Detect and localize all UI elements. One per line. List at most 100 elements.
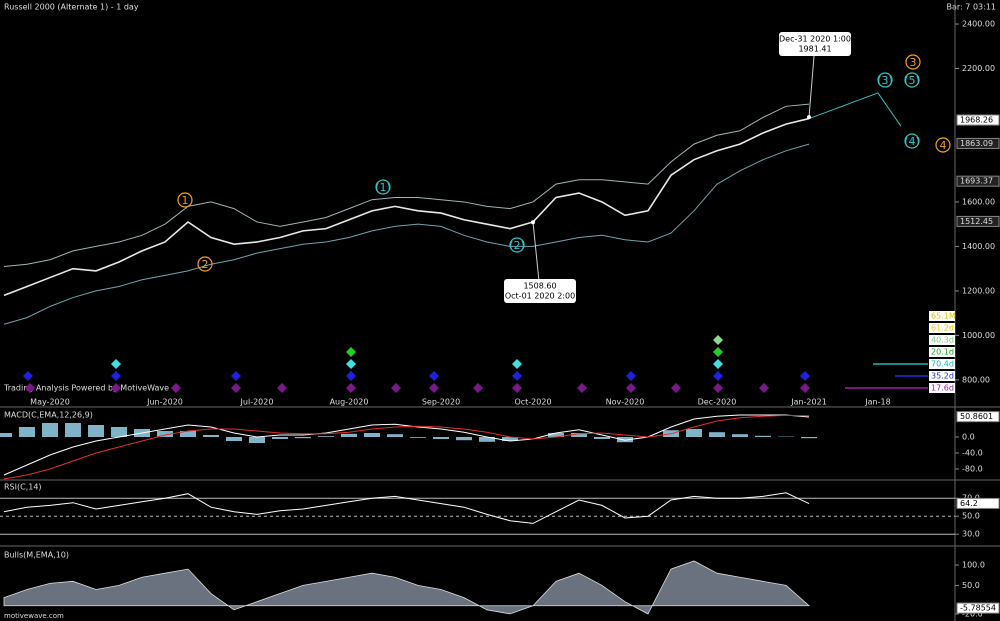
panel-title: MACD(C,EMA,12,26,9) — [4, 411, 93, 420]
cycle-label: 17.6d — [931, 384, 954, 393]
y-tick-label: -20.0 — [962, 609, 983, 618]
cycle-diamond — [277, 383, 287, 393]
histogram-bar — [479, 437, 495, 442]
cycle-box — [929, 323, 955, 333]
histogram-bar — [410, 437, 426, 438]
cycle-diamond — [429, 383, 439, 393]
histogram-bar — [318, 436, 334, 437]
y-tick-label: 2400.00 — [962, 20, 995, 29]
panel-title: RSI(C,14) — [4, 483, 42, 492]
histogram-bar — [755, 435, 771, 437]
cycle-label: 40.3d — [931, 336, 954, 345]
wave-label: 1 — [182, 194, 189, 207]
cycle-diamond — [759, 383, 769, 393]
callout-line — [808, 43, 816, 118]
panel-title: Bulls(M,EMA,10) — [4, 551, 69, 560]
cycle-diamond — [671, 383, 681, 393]
cycle-diamond — [577, 383, 587, 393]
histogram-bar — [111, 427, 127, 437]
line — [3, 414, 810, 480]
wave-circle — [509, 237, 525, 253]
cycle-diamond — [713, 383, 723, 393]
cycle-diamond — [346, 383, 356, 393]
panel: Bulls(M,EMA,10) 100.0 50.0 -20.0-5.78554 — [3, 551, 1000, 618]
histogram-bar — [272, 437, 288, 439]
line — [3, 117, 810, 297]
wave-circle — [904, 72, 920, 88]
cycle-diamond — [111, 371, 121, 381]
histogram-bar — [226, 437, 242, 441]
histogram-bar — [548, 433, 564, 437]
histogram-bar — [594, 437, 610, 439]
cycle-diamond — [473, 383, 483, 393]
wave-circle — [375, 179, 391, 195]
price-marker-label: 1968.26 — [960, 116, 993, 125]
callout-point — [531, 220, 535, 225]
histogram-bar — [433, 437, 449, 439]
line — [3, 103, 810, 267]
chart-title: Russell 2000 (Alternate 1) - 1 day — [4, 3, 139, 12]
cycle-box — [929, 335, 955, 345]
histogram-bar — [65, 423, 81, 437]
bar-info: Bar: 7 03:11 — [947, 3, 996, 12]
cycle-box — [929, 359, 955, 369]
price-marker — [956, 215, 1000, 227]
y-tick-label: -40.0 — [962, 449, 983, 458]
cycle-diamond — [713, 347, 723, 357]
cycle-diamond — [391, 383, 401, 393]
callout-point — [807, 115, 811, 120]
cycle-box — [929, 371, 955, 381]
wave-circle — [877, 72, 893, 88]
callout-box — [504, 279, 576, 303]
wave-circle — [197, 256, 213, 272]
histogram-bar — [617, 437, 633, 443]
line — [3, 492, 810, 524]
wave-label: (4) — [904, 135, 920, 148]
cycle-label: 20.1d — [931, 348, 954, 357]
histogram-bar — [364, 433, 380, 437]
y-tick-label: 50.0 — [962, 581, 980, 590]
histogram-bar — [249, 437, 265, 443]
y-tick-label: -80.0 — [962, 465, 983, 474]
wave-label: (3) — [877, 74, 893, 87]
cycle-diamond — [626, 371, 636, 381]
histogram-bar — [571, 433, 587, 437]
cycle-diamond — [800, 371, 810, 381]
price-marker-label: 50.8601 — [960, 412, 993, 421]
histogram-bar — [88, 425, 104, 437]
y-tick-label: 1200.00 — [962, 286, 995, 295]
cycle-diamond — [713, 371, 723, 381]
cycle-box — [929, 311, 955, 321]
x-tick-label: Jan-18 — [864, 398, 890, 407]
x-tick-label: Aug-2020 — [330, 398, 369, 407]
y-tick-label: 1600.00 — [962, 197, 995, 206]
panel: RSI(C,14)70.050.030.064.2 — [0, 483, 1000, 539]
area — [3, 560, 811, 615]
cycle-diamond — [346, 371, 356, 381]
price-marker — [956, 137, 1000, 149]
callout-text: Dec-31 2020 1:00 — [779, 35, 851, 44]
histogram-bar — [341, 433, 357, 437]
line — [808, 92, 902, 127]
cycle-diamond — [111, 383, 121, 393]
wave-label: (2) — [509, 239, 525, 252]
cycle-diamond — [512, 359, 522, 369]
cycle-diamond — [429, 371, 439, 381]
histogram-bar — [203, 435, 219, 437]
panel: MACD(C,EMA,12,26,9) 0.0 -40.0 -80.0 50.8601 — [0, 411, 1000, 480]
cycle-diamond — [346, 359, 356, 369]
price-marker-label: -5.78554 — [960, 604, 996, 613]
cycle-diamond — [346, 347, 356, 357]
cycle-diamond — [713, 359, 723, 369]
price-marker — [956, 411, 1000, 423]
callout-box — [779, 32, 851, 56]
cycle-label: 35.2d — [931, 372, 954, 381]
cycle-diamond — [111, 359, 121, 369]
cycle-diamond — [512, 371, 522, 381]
histogram-bar — [295, 437, 311, 439]
cycle-box — [929, 383, 955, 393]
price-marker — [956, 175, 1000, 187]
wave-circle — [935, 137, 951, 153]
wave-label: 3 — [910, 56, 917, 69]
